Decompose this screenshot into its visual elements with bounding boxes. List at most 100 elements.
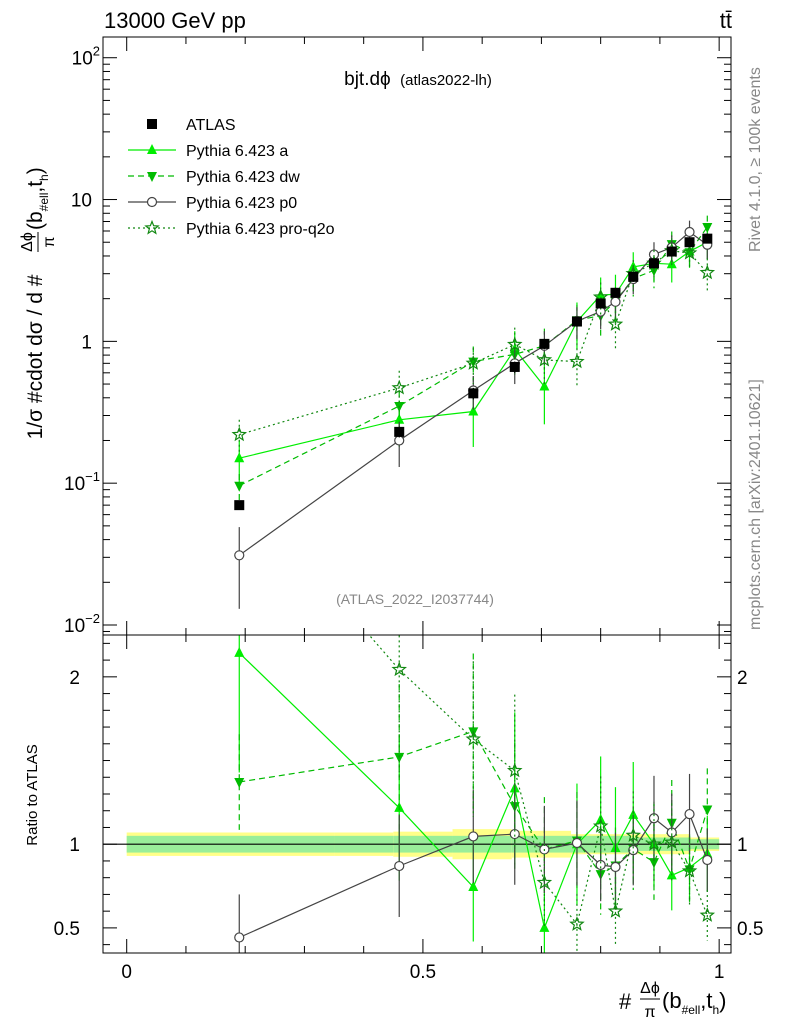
ratio-point: [702, 805, 713, 816]
svg-text:π: π: [41, 236, 58, 247]
ratio-point: [702, 854, 713, 866]
legend-entry: Pythia 6.423 dw: [128, 169, 300, 186]
ratio-point: [536, 874, 553, 890]
axis-tick-labels: 0 0.5 1 10−2 10−1 1 10 102 0.5 0.5 1 1 2 2: [54, 44, 764, 983]
y-tick-label: 10: [71, 191, 92, 212]
data-point: [539, 380, 550, 391]
ratio-point: [628, 808, 639, 819]
ratio-point: [234, 778, 245, 789]
data-point: [391, 379, 407, 395]
svg-text:Δϕ: Δϕ: [19, 232, 36, 252]
ratio-point: [539, 921, 550, 932]
x-tick-label: 1: [714, 962, 725, 983]
ratio-point: [468, 881, 479, 892]
legend-label: ATLAS: [186, 117, 236, 134]
data-point: [702, 223, 713, 234]
data-point: [684, 237, 695, 248]
data-point: [536, 351, 553, 367]
ratio-series: [234, 635, 716, 953]
ratio-point: [391, 661, 407, 677]
ratio-point: [663, 834, 680, 849]
data-point: [468, 405, 479, 416]
y-axis-label: 1/σ #cdot dσ / d # Δϕ π (b#ell,th): [19, 167, 58, 439]
ratio-point: [681, 862, 698, 878]
legend-entry: ATLAS: [147, 117, 236, 134]
legend-label: Pythia 6.423 dw: [186, 169, 300, 186]
ratio-tick-label-left: 0.5: [54, 919, 80, 940]
ratio-series-pythia-6-423-p0: [234, 773, 713, 953]
series-atlas: [234, 233, 713, 511]
main-series: [231, 215, 716, 609]
legend-label: Pythia 6.423 a: [186, 143, 288, 160]
data-point: [681, 244, 698, 260]
ratio-point: [509, 828, 520, 840]
y-tick-label: 10−2: [64, 611, 100, 637]
legend-label: Pythia 6.423 p0: [186, 195, 297, 212]
y-tick-label: 10−1: [64, 469, 100, 495]
ratio-point: [699, 907, 716, 922]
svg-text:Δϕ: Δϕ: [640, 980, 660, 997]
ratio-tick-label-left: 2: [69, 668, 80, 689]
rivet-label: Rivet 4.1.0, ≥ 100k events: [747, 67, 764, 252]
legend-entry: Pythia 6.423 pro-q2o: [128, 219, 335, 238]
data-point: [234, 550, 245, 561]
data-point: [628, 271, 639, 282]
ratio-point: [394, 860, 405, 872]
svg-text:(b#ell,th): (b#ell,th): [24, 167, 51, 230]
ratio-point: [610, 861, 621, 873]
x-tick-label: 0.5: [410, 962, 436, 983]
legend-entry: Pythia 6.423 a: [128, 143, 288, 160]
x-tick-label: 0: [121, 962, 132, 983]
analysis-id: (ATLAS_2022_I2037744): [336, 591, 494, 607]
ratio-point: [628, 844, 639, 856]
data-point: [702, 233, 713, 244]
ratio-point: [648, 858, 659, 869]
data-point: [699, 264, 716, 280]
ratio-y-axis-label: Ratio to ATLAS: [24, 744, 41, 845]
axis-ticks: [103, 37, 731, 953]
ratio-point: [646, 836, 662, 851]
ratio-point: [592, 817, 609, 833]
data-point: [231, 426, 248, 442]
process-label: tt̄: [720, 8, 732, 33]
data-point: [394, 426, 405, 437]
ratio-point: [506, 762, 523, 778]
ratio-point: [607, 903, 624, 918]
ratio-tick-label-left: 1: [69, 835, 80, 856]
svg-text:1/σ #cdot dσ / d #: 1/σ #cdot dσ / d #: [24, 274, 47, 439]
ratio-tick-label-right: 2: [737, 668, 748, 689]
data-point: [509, 361, 520, 372]
legend-marker: [144, 219, 160, 235]
x-axis-label: # Δϕ π (b#ell,th): [619, 980, 727, 1021]
ratio-point: [595, 859, 606, 871]
svg-text:(b#ell,th): (b#ell,th): [662, 988, 727, 1017]
legend-marker: [147, 119, 157, 129]
data-point: [666, 246, 677, 257]
data-point: [468, 357, 479, 368]
legend-entry: Pythia 6.423 p0: [128, 195, 297, 212]
legend-marker: [147, 144, 157, 154]
ratio-series-pythia-6-423-pro-q2o: [368, 635, 716, 953]
data-point: [595, 298, 606, 309]
svg-text:#: #: [619, 989, 632, 1014]
data-point: [539, 338, 550, 349]
data-point: [610, 296, 621, 307]
energy-label: 13000 GeV pp: [104, 8, 246, 33]
ratio-point: [648, 813, 660, 824]
ratio-tick-label-right: 0.5: [737, 919, 763, 940]
ratio-point: [571, 837, 583, 849]
data-point: [610, 287, 621, 298]
data-point: [234, 500, 245, 511]
svg-text:π: π: [644, 1004, 655, 1021]
data-point: [571, 316, 582, 327]
ratio-point: [465, 730, 482, 746]
data-point: [684, 226, 695, 238]
ratio-point: [234, 932, 245, 943]
data-point: [506, 336, 523, 352]
legend: ATLAS Pythia 6.423 a Pythia 6.423 dw Pythia…: [128, 117, 335, 238]
legend-label: Pythia 6.423 pro-q2o: [186, 221, 335, 238]
ratio-point: [569, 916, 585, 931]
legend-marker: [146, 196, 158, 208]
ratio-tick-label-right: 1: [737, 835, 748, 856]
